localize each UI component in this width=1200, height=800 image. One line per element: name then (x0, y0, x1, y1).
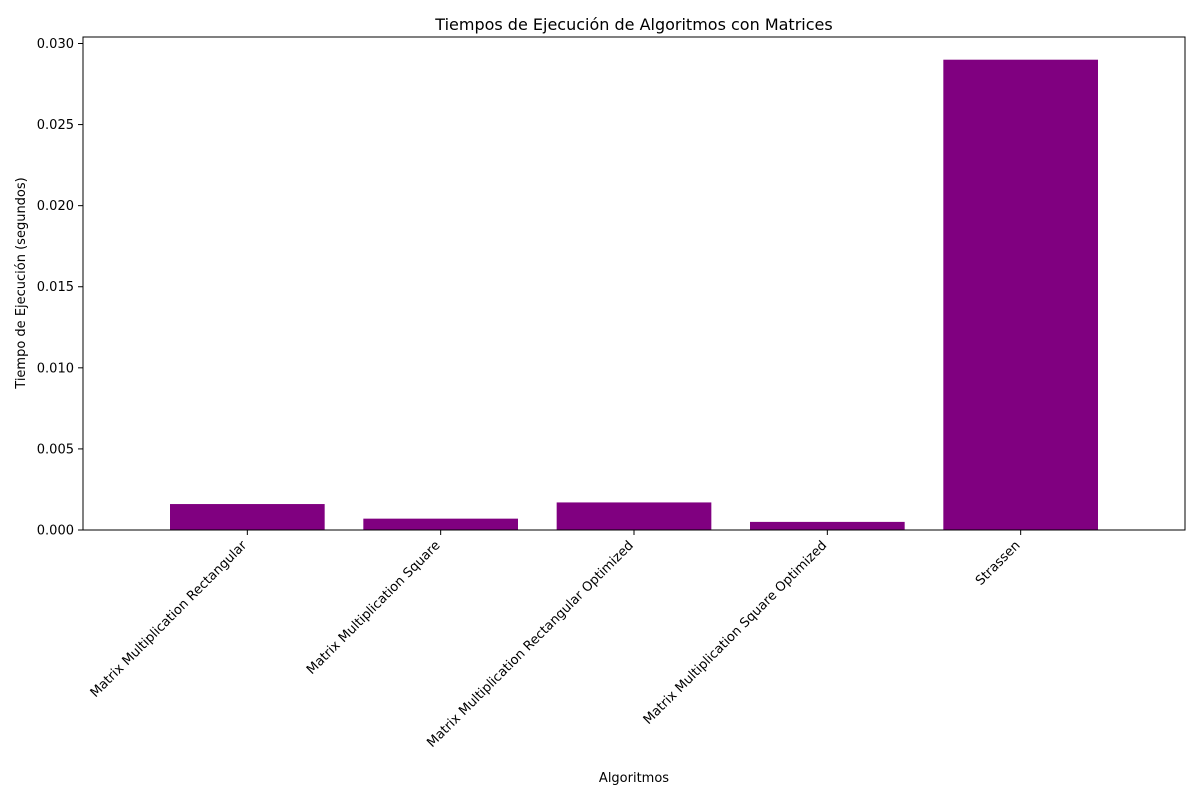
x-tick-label: Matrix Multiplication Square (304, 538, 443, 677)
y-axis-ticks: 0.000 0.005 0.010 0.015 0.020 0.025 0.030 (37, 37, 83, 539)
y-tick-label: 0.030 (37, 37, 74, 52)
bar-1 (170, 504, 325, 530)
y-tick-label: 0.010 (37, 361, 74, 376)
bar-2 (363, 518, 518, 530)
x-tick-label: Strassen (973, 538, 1024, 589)
y-tick-label: 0.015 (37, 280, 74, 295)
bars-group (170, 59, 1098, 530)
plot-area-frame (82, 36, 1186, 531)
bar-4 (750, 521, 905, 530)
x-axis-label: Algoritmos (599, 771, 669, 786)
y-tick-label: 0.005 (37, 442, 74, 457)
y-tick-label: 0.020 (37, 199, 74, 214)
y-tick-label: 0.000 (37, 524, 74, 539)
x-tick-label: Matrix Multiplication Rectangular (88, 538, 251, 701)
bar-5 (943, 59, 1098, 530)
y-tick-label: 0.025 (37, 118, 74, 133)
bar-3 (556, 502, 712, 530)
x-axis-ticks: Matrix Multiplication Rectangular Matrix … (88, 530, 1024, 751)
chart-title: Tiempos de Ejecución de Algoritmos con M… (434, 15, 832, 34)
x-tick-label: Matrix Multiplication Rectangular Optimi… (424, 538, 636, 750)
x-tick-label: Matrix Multiplication Square Optimized (641, 538, 830, 727)
y-axis-label: Tiempo de Ejecución (segundos) (14, 177, 29, 389)
